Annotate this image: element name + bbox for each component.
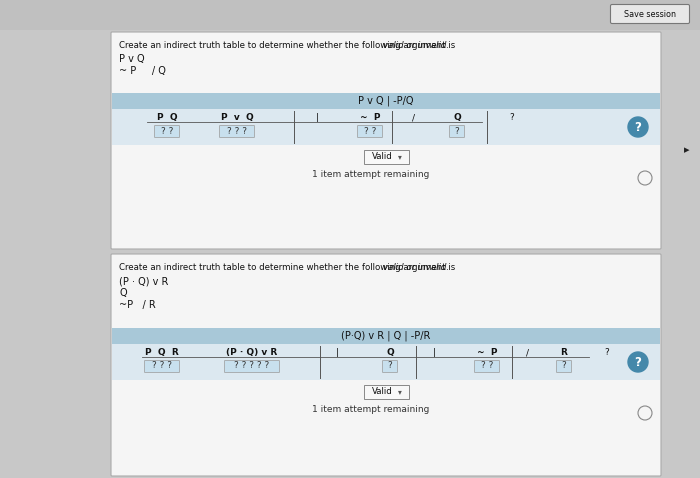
Bar <box>112 344 660 380</box>
Text: (P·Q) v R | Q | -P/R: (P·Q) v R | Q | -P/R <box>342 331 430 341</box>
Text: /: / <box>412 113 416 122</box>
FancyBboxPatch shape <box>220 126 255 138</box>
Text: /: / <box>526 348 528 357</box>
FancyBboxPatch shape <box>556 360 571 372</box>
Text: Valid: Valid <box>372 387 393 396</box>
Text: ?: ? <box>561 361 566 370</box>
Bar <box>112 93 660 109</box>
Text: ? ?: ? ? <box>161 127 173 135</box>
Text: ?: ? <box>605 348 610 357</box>
Text: P v Q: P v Q <box>119 54 145 64</box>
Text: ~P   / R: ~P / R <box>119 300 155 310</box>
FancyBboxPatch shape <box>363 150 409 163</box>
Text: |: | <box>433 348 435 357</box>
Text: P v Q | -P/Q: P v Q | -P/Q <box>358 96 414 106</box>
Text: Q: Q <box>386 348 394 357</box>
Text: ?: ? <box>635 120 641 133</box>
FancyBboxPatch shape <box>358 126 382 138</box>
Text: ? ? ?: ? ? ? <box>227 127 247 135</box>
Text: Q: Q <box>453 113 461 122</box>
Text: |: | <box>335 348 339 357</box>
Text: ~  P: ~ P <box>477 348 497 357</box>
FancyBboxPatch shape <box>449 126 465 138</box>
Text: Save session: Save session <box>624 10 676 19</box>
Text: ?: ? <box>510 113 514 122</box>
Text: ?: ? <box>388 361 393 370</box>
Text: ▾: ▾ <box>398 152 402 161</box>
FancyBboxPatch shape <box>155 126 179 138</box>
Bar <box>112 109 660 145</box>
FancyBboxPatch shape <box>610 4 690 23</box>
Text: Create an indirect truth table to determine whether the following argument is: Create an indirect truth table to determ… <box>119 263 458 272</box>
Text: P  Q  R: P Q R <box>145 348 179 357</box>
FancyBboxPatch shape <box>382 360 398 372</box>
FancyBboxPatch shape <box>144 360 179 372</box>
Text: ?: ? <box>635 356 641 369</box>
Text: Create an indirect truth table to determine whether the following argument is: Create an indirect truth table to determ… <box>119 41 458 50</box>
Text: P  v  Q: P v Q <box>220 113 253 122</box>
Text: ~  P: ~ P <box>360 113 380 122</box>
Text: |: | <box>316 113 318 122</box>
Circle shape <box>628 352 648 372</box>
Text: 1 item attempt remaining: 1 item attempt remaining <box>312 405 430 414</box>
Bar <box>0 0 700 30</box>
Text: 1 item attempt remaining: 1 item attempt remaining <box>312 170 430 179</box>
Text: (P · Q) v R: (P · Q) v R <box>226 348 278 357</box>
Text: (P · Q) v R: (P · Q) v R <box>119 276 169 286</box>
Text: P  Q: P Q <box>157 113 177 122</box>
Text: Valid: Valid <box>372 152 393 161</box>
Text: valid or invalid.: valid or invalid. <box>383 41 449 50</box>
Circle shape <box>628 117 648 137</box>
Text: ? ? ?: ? ? ? <box>152 361 172 370</box>
FancyBboxPatch shape <box>225 360 279 372</box>
Text: ?: ? <box>454 127 459 135</box>
Text: ▸: ▸ <box>684 145 690 155</box>
Bar <box>112 328 660 344</box>
Text: ~ P     / Q: ~ P / Q <box>119 66 166 76</box>
FancyBboxPatch shape <box>111 254 661 476</box>
Text: ? ?: ? ? <box>481 361 493 370</box>
FancyBboxPatch shape <box>475 360 500 372</box>
Text: Q: Q <box>119 288 127 298</box>
FancyBboxPatch shape <box>363 384 409 399</box>
FancyBboxPatch shape <box>111 32 661 249</box>
Text: ? ? ? ? ?: ? ? ? ? ? <box>234 361 270 370</box>
Text: ? ?: ? ? <box>364 127 376 135</box>
Text: valid or invalid.: valid or invalid. <box>383 263 449 272</box>
Text: ▾: ▾ <box>398 387 402 396</box>
Text: R: R <box>561 348 568 357</box>
